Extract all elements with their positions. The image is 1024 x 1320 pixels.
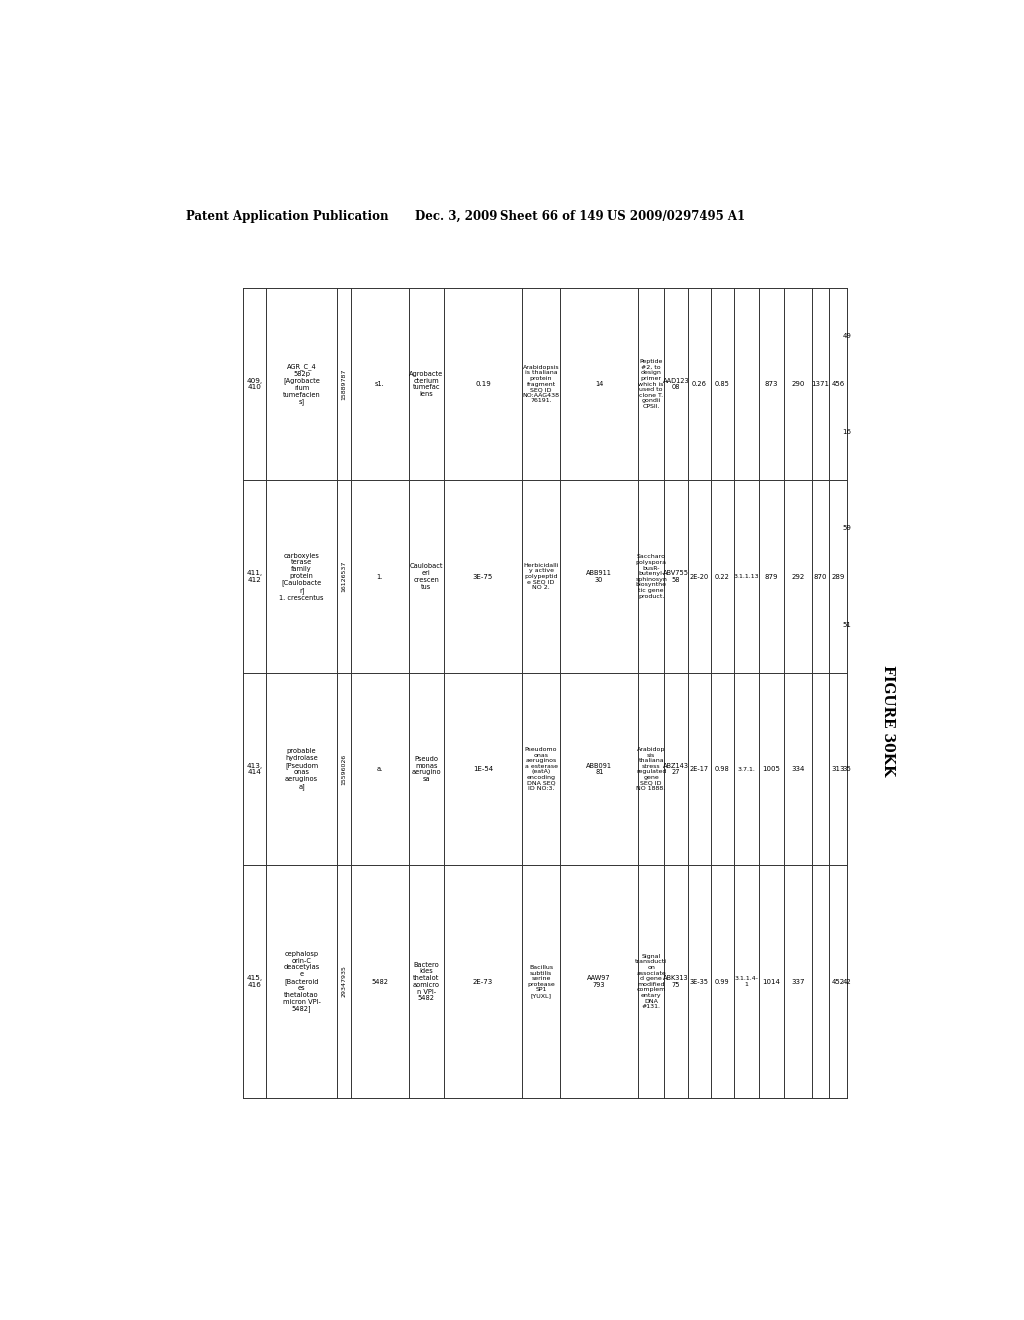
Text: ABV755
58: ABV755 58: [663, 570, 689, 583]
Text: 42: 42: [843, 978, 852, 985]
Text: 1014: 1014: [763, 978, 780, 985]
Text: AAW97
793: AAW97 793: [588, 975, 611, 987]
Text: 15596026: 15596026: [342, 754, 347, 784]
Text: 1E-54: 1E-54: [473, 766, 493, 772]
Text: 290: 290: [792, 381, 805, 387]
Text: 292: 292: [792, 573, 805, 579]
Text: probable
hydrolase
[Pseudom
onas
aeruginos
a]: probable hydrolase [Pseudom onas aerugin…: [285, 748, 318, 789]
Text: 14: 14: [595, 381, 603, 387]
Text: 3.1.1.13: 3.1.1.13: [733, 574, 759, 579]
Text: Pseudo
monas
aerugino
sa: Pseudo monas aerugino sa: [412, 756, 441, 783]
Text: 3.1.1.4-
1: 3.1.1.4- 1: [734, 977, 759, 987]
Text: 337: 337: [792, 978, 805, 985]
Text: 59: 59: [843, 525, 852, 532]
Text: 313: 313: [831, 766, 845, 772]
Text: a.: a.: [377, 766, 383, 772]
Text: 2E-20: 2E-20: [689, 573, 709, 579]
Text: cephalosp
orin-C
deacetylas
e
[Bacteroid
es
thetalotao
micron VPI-
5482]: cephalosp orin-C deacetylas e [Bacteroid…: [283, 950, 321, 1012]
Text: 873: 873: [765, 381, 778, 387]
Text: Dec. 3, 2009: Dec. 3, 2009: [415, 210, 497, 223]
Text: FIGURE 30KK: FIGURE 30KK: [881, 665, 895, 776]
Text: Patent Application Publication: Patent Application Publication: [186, 210, 389, 223]
Text: 0.85: 0.85: [715, 381, 730, 387]
Text: 16: 16: [843, 429, 852, 436]
Text: 1005: 1005: [763, 766, 780, 772]
Text: Peptide
#2, to
design
primer
which is
used to
clone T.
gondii
CPSII.: Peptide #2, to design primer which is us…: [638, 359, 664, 409]
Text: 411,
412: 411, 412: [246, 570, 262, 583]
Text: 452: 452: [831, 978, 845, 985]
Text: Caulobact
eri
crescen
tus: Caulobact eri crescen tus: [410, 564, 443, 590]
Text: 413,
414: 413, 414: [246, 763, 262, 775]
Text: s1.: s1.: [375, 381, 385, 387]
Text: AGR_C_4
582p
[Agrobacte
rium
tumefacien
s]: AGR_C_4 582p [Agrobacte rium tumefacien …: [283, 363, 321, 405]
Text: 334: 334: [792, 766, 805, 772]
Text: 415,
416: 415, 416: [246, 975, 262, 987]
Text: 49: 49: [843, 333, 852, 339]
Text: carboxyles
terase
family
protein
[Caulobacte
r]
1. crescentus: carboxyles terase family protein [Caulob…: [280, 553, 324, 601]
Text: 0.26: 0.26: [692, 381, 707, 387]
Text: 870: 870: [813, 573, 826, 579]
Text: 879: 879: [765, 573, 778, 579]
Text: Sheet 66 of 149: Sheet 66 of 149: [500, 210, 603, 223]
Text: US 2009/0297495 A1: US 2009/0297495 A1: [607, 210, 745, 223]
Text: 0.98: 0.98: [715, 766, 730, 772]
Text: Signal
transducti
on
associate
d gene
modified
complem
entary
DNA
#131.: Signal transducti on associate d gene mo…: [635, 954, 667, 1010]
Text: 289: 289: [831, 573, 845, 579]
Text: 5482: 5482: [372, 978, 388, 985]
Text: Saccharo
polyspora
busR-
butenyl-
sphinosyn
biosynthe
tic gene
product.: Saccharo polyspora busR- butenyl- sphino…: [635, 554, 667, 598]
Text: 15889787: 15889787: [342, 368, 347, 400]
Text: AAD123
08: AAD123 08: [663, 378, 689, 391]
Text: 16126537: 16126537: [342, 561, 347, 593]
Text: 1.: 1.: [377, 573, 383, 579]
Text: 3E-35: 3E-35: [690, 978, 709, 985]
Text: ABB911
30: ABB911 30: [587, 570, 612, 583]
Text: 35: 35: [843, 766, 852, 772]
Text: 409,
410: 409, 410: [246, 378, 262, 391]
Text: 456: 456: [831, 381, 845, 387]
Text: 2E-73: 2E-73: [473, 978, 494, 985]
Text: Bacillus
subtilis
serine
protease
SP1
[YUXL]: Bacillus subtilis serine protease SP1 [Y…: [527, 965, 555, 998]
Text: Bactero
ides
thetalot
aomicro
n VPI-
5482: Bactero ides thetalot aomicro n VPI- 548…: [413, 962, 440, 1002]
Text: 2E-17: 2E-17: [689, 766, 709, 772]
Text: 29347935: 29347935: [342, 966, 347, 998]
Text: Herbicidalli
y active
polypeptid
e SEQ ID
NO 2.: Herbicidalli y active polypeptid e SEQ I…: [523, 562, 559, 590]
Text: Arabidop
sis
thaliana
stress
regulated
gene
SEQ ID
NO 1888.: Arabidop sis thaliana stress regulated g…: [636, 747, 667, 791]
Text: ABK313
75: ABK313 75: [664, 975, 689, 987]
Text: Pseudomo
onas
aeruginos
a esterase
(eatA)
encoding
DNA SEQ
ID NO:3.: Pseudomo onas aeruginos a esterase (eatA…: [524, 747, 558, 791]
Text: 0.22: 0.22: [715, 573, 730, 579]
Text: Arabidopsis
is thaliana
protein
fragment
SEQ ID
NO:AAG438
76191.: Arabidopsis is thaliana protein fragment…: [522, 364, 559, 404]
Text: Agrobacte
cterium
tumefac
iens: Agrobacte cterium tumefac iens: [410, 371, 443, 397]
Text: 1371: 1371: [811, 381, 829, 387]
Text: 51: 51: [843, 622, 852, 627]
Text: ABB091
81: ABB091 81: [586, 763, 612, 775]
Text: 3E-75: 3E-75: [473, 573, 494, 579]
Text: 0.99: 0.99: [715, 978, 730, 985]
Text: 0.19: 0.19: [475, 381, 490, 387]
Text: ABZ143
27: ABZ143 27: [663, 763, 689, 775]
Text: 3.7.1.: 3.7.1.: [737, 767, 756, 771]
